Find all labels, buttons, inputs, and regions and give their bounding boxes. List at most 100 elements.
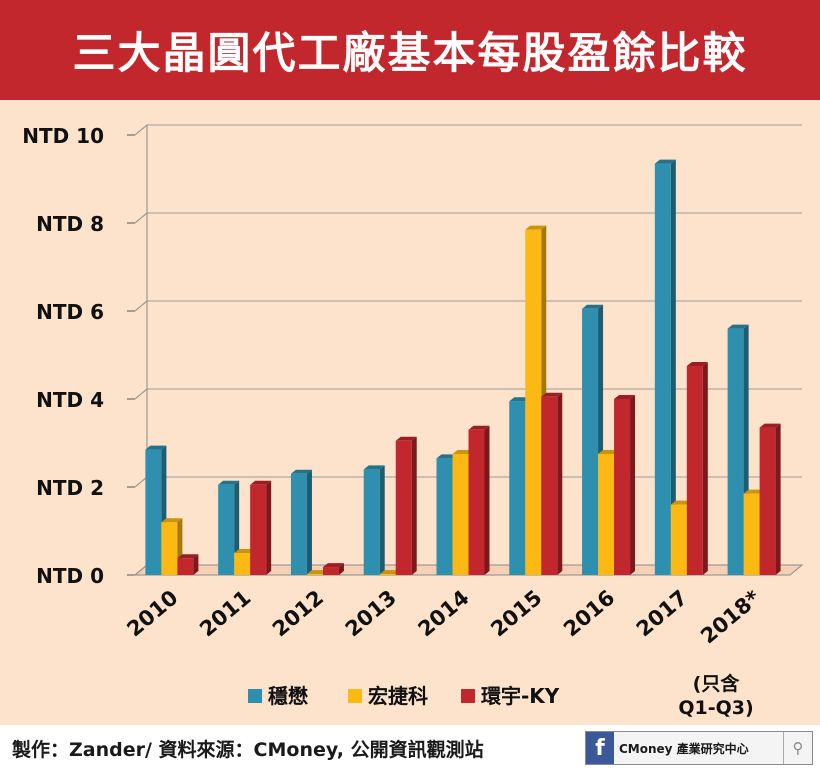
bar-side [193,554,199,575]
bar-side [379,465,385,575]
category-note: Q1-Q3) [678,697,753,719]
bar-side [630,395,636,575]
bar-top [322,563,344,568]
gridline-diagonal [134,388,148,400]
bar-top [727,324,749,329]
title-banner: 三大晶圓代工廠基本每股盈餘比較 [0,0,820,100]
bar-top [250,480,272,485]
bar [541,396,558,575]
bar [436,458,453,575]
bar-top [759,423,781,428]
x-tick-label: 2011 [195,585,255,641]
category-note: (只含 [693,672,741,695]
bar-side [484,425,490,575]
bar-side [557,392,563,575]
x-tick-label: 2016 [559,585,619,641]
badge-label: CMoney 產業研究中心 [619,742,749,756]
bar [452,454,469,575]
y-tick-label: NTD 6 [36,300,104,324]
bar-top [452,450,474,454]
bar [670,504,687,575]
bar [161,522,178,575]
chart-title: 三大晶圓代工廠基本每股盈餘比較 [72,29,748,79]
bar [509,401,526,575]
bar [177,558,194,575]
bar-side [306,469,312,575]
bar-top [290,469,312,474]
bar-top [234,549,256,553]
bar-top [541,392,563,397]
x-tick-label: 2012 [268,585,328,641]
source-credit: 製作：Zander/ 資料來源：CMoney, 公開資訊觀測站 [12,739,484,761]
bar [322,567,339,575]
bar-side [775,423,781,575]
bar-top [379,570,401,575]
y-tick-label: NTD 2 [36,476,104,500]
gridline-diagonal [134,476,148,488]
bar [686,366,703,575]
bar-top [743,489,765,494]
bar [306,574,323,575]
bar [379,574,396,575]
bar-top [654,159,676,164]
bar-top [525,225,547,230]
legend-swatch [348,689,362,703]
x-tick-label: 2018* [696,585,765,648]
y-tick-label: NTD 8 [36,212,104,236]
bar-top [145,445,167,450]
gridline-diagonal [134,124,148,136]
bar-top [363,465,385,470]
x-tick-label: 2017 [632,585,692,641]
bar [234,553,251,575]
legend-swatch [248,689,262,703]
y-tick-label: NTD 0 [36,564,104,588]
x-tick-label: 2013 [341,585,401,641]
facebook-icon: f [586,732,614,764]
legend-label: 宏捷科 [368,684,428,708]
legend-label: 穩懋 [268,684,308,708]
y-tick-label: NTD 4 [36,388,104,412]
bar-top [436,454,458,459]
bar [218,484,235,575]
bar [743,493,760,575]
bar-top [670,500,692,505]
bar [614,399,631,575]
bar-top [598,450,620,454]
search-icon: ⚲ [783,732,812,764]
bar-top [306,570,328,575]
gridline-diagonal [134,300,148,312]
bar [290,473,307,575]
y-tick-label: NTD 10 [22,124,104,148]
bar [395,440,412,575]
bar [525,229,542,575]
x-tick-label: 2015 [486,585,546,641]
bar-side [338,563,344,575]
bar-top [468,425,490,430]
bar-side [702,362,708,575]
bar [582,308,599,575]
legend-label: 環宇-KY [481,684,560,708]
gridline-diagonal [134,212,148,224]
bar-top [218,480,240,485]
cmoney-facebook-badge[interactable]: f CMoney 產業研究中心 ⚲ [585,731,813,765]
x-tick-label: 2010 [122,585,182,641]
bar-side [266,480,272,575]
x-tick-label: 2014 [414,585,474,641]
bar [727,328,744,575]
bar-top [582,304,604,309]
legend-swatch [461,689,475,703]
bar-top [686,362,708,366]
footer: 製作：Zander/ 資料來源：CMoney, 公開資訊觀測站 f CMoney… [0,725,820,775]
bar-top [509,397,531,402]
bar-top [161,518,183,523]
bar [759,427,776,575]
bar [598,454,615,575]
bar [468,429,485,575]
bar [250,484,267,575]
bar [363,469,380,575]
bar [654,163,671,575]
bar-side [670,159,676,575]
bar-top [395,436,417,441]
bar-top [177,554,199,559]
